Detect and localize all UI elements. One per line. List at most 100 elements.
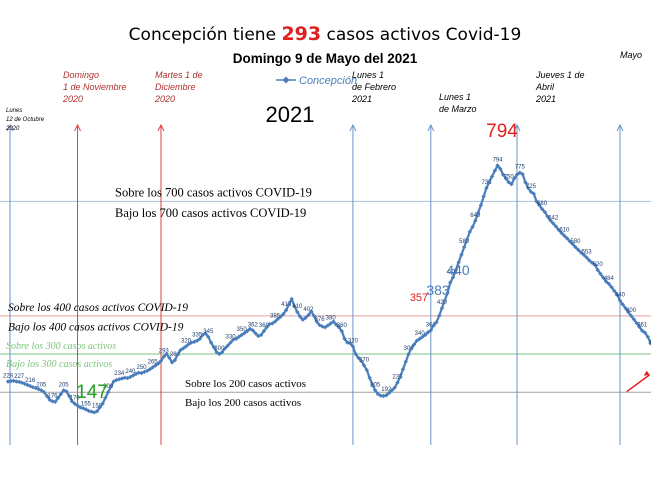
data-label: 150 (92, 403, 103, 409)
data-point (645, 334, 650, 340)
date-marker-arrow (6, 123, 14, 132)
data-point (601, 275, 606, 280)
legend-marker-swatch (282, 76, 290, 84)
data-label: 340 (415, 331, 426, 337)
data-label: 580 (459, 239, 470, 245)
date-marker-arrow (513, 123, 521, 132)
threshold-label-above-200: Sobre los 200 casos activos (185, 378, 306, 390)
data-label: 362 (248, 322, 259, 328)
data-point (242, 330, 247, 336)
data-point (105, 389, 111, 395)
data-point (631, 317, 637, 322)
date-marker-arrow (427, 123, 435, 132)
data-point (169, 360, 175, 365)
data-label: 420 (437, 300, 448, 306)
data-point (172, 357, 178, 363)
data-label: 415 (281, 302, 292, 308)
data-point (456, 260, 461, 265)
data-point (612, 288, 617, 294)
data-point (336, 325, 342, 330)
data-point (525, 185, 531, 191)
data-point (117, 377, 122, 382)
threshold-label-below-700: Bajo los 700 casos activos COVID-19 (115, 206, 306, 220)
data-point (559, 230, 564, 236)
data-point (464, 237, 470, 242)
latest-value-arrow (626, 374, 651, 393)
data-point (253, 331, 258, 336)
data-point (8, 378, 13, 384)
date-marker-label: Domingo (63, 70, 99, 80)
data-point (495, 163, 500, 168)
data-point (453, 267, 459, 273)
data-point (53, 399, 58, 404)
data-label: 155 (81, 401, 92, 407)
data-point (314, 319, 319, 324)
data-point (448, 280, 453, 285)
data-point (603, 279, 609, 284)
data-label: 227 (14, 374, 25, 380)
data-label: 225 (392, 375, 403, 381)
data-point (406, 351, 411, 357)
data-point (548, 218, 553, 223)
data-point (539, 206, 545, 212)
data-label: 501 (448, 269, 459, 275)
data-label: 320 (348, 338, 359, 344)
data-point (100, 401, 105, 406)
data-point (264, 325, 269, 330)
data-point (286, 302, 292, 307)
data-point (208, 340, 214, 345)
data-point (584, 255, 589, 260)
date-marker-label: Lunes 1 (439, 92, 471, 102)
data-point (551, 221, 556, 226)
date-marker-label: 12 de Octubre (6, 117, 45, 123)
data-point (39, 388, 44, 393)
data-label: 361 (637, 323, 648, 329)
date-marker-label: Mayo (620, 50, 642, 60)
data-point (634, 320, 639, 326)
data-point (648, 340, 651, 345)
data-point (411, 342, 417, 347)
data-label: 228 (3, 374, 14, 380)
data-point (203, 331, 208, 336)
date-marker-arrow (74, 123, 81, 132)
data-point (614, 292, 620, 298)
data-label: 250 (137, 365, 148, 371)
data-point (587, 258, 592, 263)
data-point (570, 241, 575, 247)
data-point (281, 311, 286, 317)
date-marker-label: 2020 (62, 94, 83, 104)
data-point (300, 317, 306, 322)
data-point (626, 309, 631, 315)
data-point (347, 341, 353, 346)
data-point (41, 389, 47, 395)
data-point (642, 330, 648, 335)
data-label: 400 (626, 308, 637, 314)
data-point (186, 341, 192, 347)
data-point (156, 361, 161, 366)
date-marker-lines: Lunes 12 de Octubre 2020 Domingo 1 de Noviem… (5, 50, 642, 445)
data-label: 610 (559, 228, 570, 234)
data-label: 649 (470, 213, 481, 219)
data-point (153, 363, 158, 368)
data-point (556, 227, 561, 233)
data-point (475, 210, 481, 215)
date-marker-label: 2021 (351, 94, 372, 104)
data-point (386, 390, 392, 396)
data-point (278, 314, 283, 319)
data-point (489, 174, 495, 179)
data-point (378, 393, 383, 398)
data-point (64, 389, 69, 394)
annotation-147: 147 (76, 382, 108, 403)
data-point (325, 323, 331, 328)
data-point (500, 172, 506, 177)
legend-label: Concepción (299, 75, 357, 87)
data-point (400, 367, 406, 372)
data-point (245, 328, 250, 334)
data-point (506, 180, 511, 185)
date-marker-label: 1 de Noviembre (63, 82, 127, 92)
data-point (167, 355, 172, 361)
data-point (537, 202, 542, 208)
data-point (342, 336, 347, 341)
data-point (481, 194, 486, 199)
data-label: 362 (426, 322, 437, 328)
